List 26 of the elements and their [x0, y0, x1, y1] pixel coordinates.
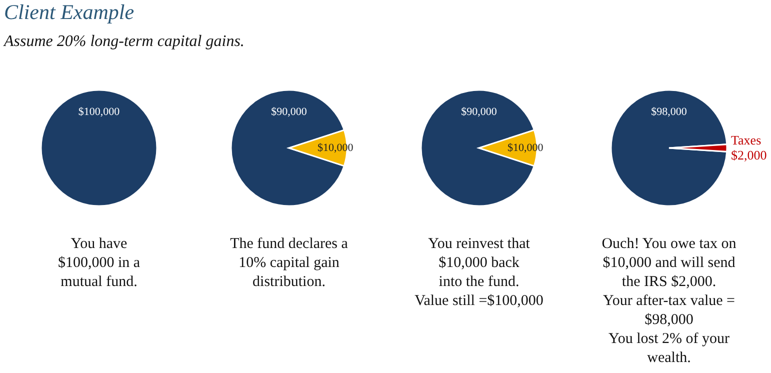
- text: $10,000 back: [438, 255, 520, 271]
- text: distribution.: [252, 274, 326, 290]
- text: Value still =$100,000: [414, 293, 544, 309]
- text: $98,000: [644, 312, 694, 328]
- text: $100,000 in a: [58, 255, 140, 271]
- chart-title: Client Example: [4, 0, 134, 24]
- text: The fund declares a: [230, 236, 348, 252]
- slice-label: Taxes: [731, 132, 762, 148]
- chart-subtitle: Assume 20% long-term capital gains.: [3, 33, 244, 50]
- text: $10,000 and will send: [602, 255, 736, 271]
- data-label: $98,000: [651, 106, 688, 118]
- text: You reinvest that: [428, 236, 531, 252]
- text: Your after-tax value =: [602, 293, 736, 309]
- text: the IRS $2,000.: [622, 274, 716, 290]
- text: You lost 2% of your: [608, 331, 730, 347]
- data-label: $90,000: [271, 106, 308, 118]
- text: You have: [70, 236, 128, 252]
- data-label: $100,000: [78, 106, 120, 118]
- data-label: $2,000: [731, 148, 767, 162]
- data-label: $90,000: [461, 106, 498, 118]
- text: into the fund.: [438, 274, 520, 290]
- text: Ouch! You owe tax on: [602, 236, 737, 252]
- text: 10% capital gain: [238, 255, 340, 271]
- pie-slice: [610, 89, 728, 207]
- text: wealth.: [647, 350, 691, 366]
- text: mutual fund.: [60, 274, 138, 290]
